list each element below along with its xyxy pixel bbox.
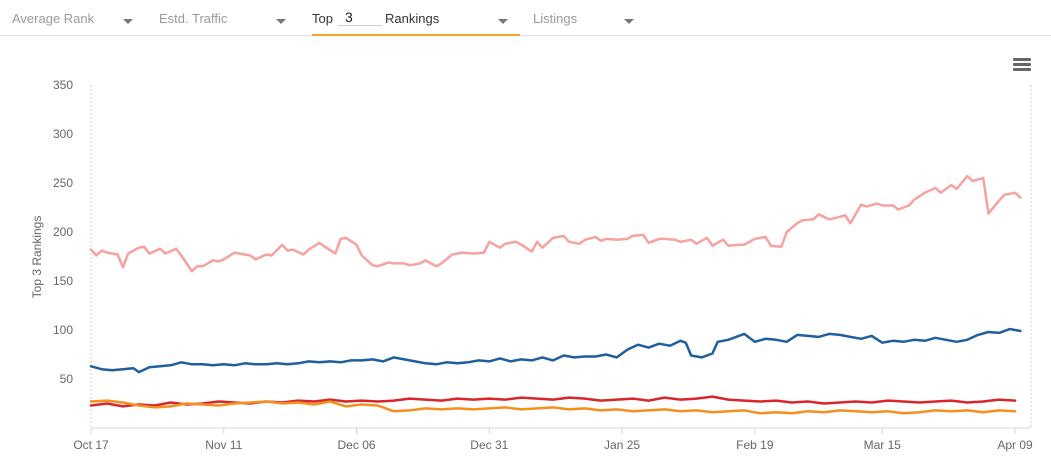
axis-layer [90, 85, 1032, 429]
x-tick-label: Dec 31 [470, 438, 508, 452]
tab-bar: Average Rank Estd. Traffic Top Rankings … [0, 0, 1051, 36]
y-tick-label: 150 [53, 274, 73, 288]
tab-rankings-prefix: Top [312, 11, 333, 26]
y-axis-label: Top 3 Rankings [30, 216, 44, 299]
tab-estd-traffic-label: Estd. Traffic [159, 11, 228, 26]
tab-listings-label: Listings [533, 11, 578, 26]
y-tick-label: 50 [60, 372, 74, 386]
series-line-2[interactable] [89, 327, 1022, 374]
chevron-down-icon[interactable] [123, 19, 133, 24]
tab-estd-traffic[interactable]: Estd. Traffic [150, 0, 310, 36]
hamburger-menu-icon[interactable] [1013, 58, 1031, 72]
series-line-4[interactable] [89, 399, 1017, 415]
x-tick-label: Feb 19 [736, 438, 774, 452]
tab-rankings-label: Rankings [385, 11, 440, 26]
menu-bar [1013, 63, 1031, 66]
y-tick-label: 250 [53, 176, 73, 190]
tab-average-rank[interactable]: Average Rank [0, 0, 150, 36]
y-tick-label: 300 [53, 127, 73, 141]
top-n-input[interactable] [338, 8, 382, 26]
tab-listings[interactable]: Listings [522, 0, 652, 36]
x-tick-label: Mar 15 [864, 438, 902, 452]
chevron-down-icon[interactable] [624, 19, 634, 24]
y-tick-label: 100 [53, 323, 73, 337]
menu-bar [1013, 58, 1031, 61]
menu-bar [1013, 68, 1031, 71]
x-tick-label: Apr 09 [997, 438, 1033, 452]
x-tick-layer: Oct 17 Nov 11 Dec 06 Dec 31 Jan 25 Feb 19 Mar … [73, 428, 1033, 452]
y-tick-layer: 50 100 150 200 250 300 350 [53, 78, 73, 386]
x-tick-label: Dec 06 [338, 438, 376, 452]
chevron-down-icon[interactable] [276, 19, 286, 24]
y-tick-label: 200 [53, 225, 73, 239]
chevron-down-icon[interactable] [498, 19, 508, 24]
x-tick-label: Oct 17 [73, 438, 109, 452]
x-tick-label: Jan 25 [604, 438, 640, 452]
tab-rankings[interactable]: Top Rankings [312, 0, 520, 36]
tab-average-rank-label: Average Rank [12, 11, 95, 26]
series-line-1[interactable] [89, 174, 1022, 273]
x-tick-label: Nov 11 [205, 438, 242, 452]
y-tick-label: 350 [53, 78, 73, 92]
series-layer [89, 174, 1022, 415]
